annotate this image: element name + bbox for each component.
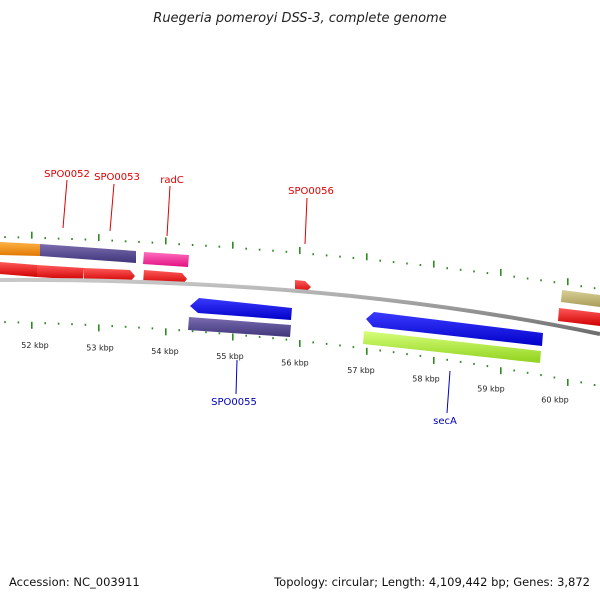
gene-radc-cog[interactable] <box>143 252 189 267</box>
gene-spo0053[interactable] <box>37 265 84 280</box>
leader-spo0055 <box>235 359 238 395</box>
gene-seca-cog[interactable] <box>363 331 541 363</box>
gene-spo0055-cog[interactable] <box>188 317 291 337</box>
leader-spo0052 <box>62 179 68 229</box>
label-spo0053[interactable]: SPO0053 <box>94 172 140 183</box>
leader-spo0053 <box>109 183 115 232</box>
scale-label: 52 kbp <box>21 341 49 350</box>
scale-label: 53 kbp <box>86 343 114 352</box>
scale-labels: 52 kbp 53 kbp 54 kbp 55 kbp 56 kbp 57 kbp 58 k… <box>21 341 569 405</box>
gene-spo0052[interactable] <box>0 262 37 277</box>
inner-tick-track <box>4 321 596 386</box>
outer-tick-track <box>4 231 596 290</box>
gene-spo0052-cog[interactable] <box>0 242 40 256</box>
genome-summary-text: Topology: circular; Length: 4,109,442 bp… <box>273 575 590 589</box>
map-title: Ruegeria pomeroyi DSS-3, complete genome <box>153 11 446 26</box>
label-spo0052[interactable]: SPO0052 <box>44 169 90 180</box>
forward-gene-labels: SPO0052 SPO0053 radC SPO0056 <box>44 169 334 245</box>
reverse-gene-labels: SPO0055 secA <box>211 359 457 427</box>
gene-spo0055[interactable] <box>190 298 292 320</box>
label-spo0055[interactable]: SPO0055 <box>211 397 257 408</box>
label-radc[interactable]: radC <box>160 175 184 186</box>
reverse-features <box>188 298 543 363</box>
scale-label: 54 kbp <box>151 347 179 356</box>
scale-label: 56 kbp <box>281 359 309 368</box>
genome-backbone <box>0 277 600 336</box>
scale-label: 58 kbp <box>412 375 440 384</box>
gene-khaki-right[interactable] <box>561 290 600 307</box>
accession-text: Accession: NC_003911 <box>9 575 140 589</box>
scale-label: 55 kbp <box>216 352 244 361</box>
label-seca[interactable]: secA <box>433 416 457 427</box>
gene-spo0053-cog[interactable] <box>40 244 136 263</box>
gene-red-right[interactable] <box>558 308 600 326</box>
gene-seca[interactable] <box>366 312 543 346</box>
forward-features <box>0 242 600 326</box>
scale-label: 60 kbp <box>541 396 569 405</box>
scale-label: 59 kbp <box>477 385 505 394</box>
leader-spo0056 <box>304 197 308 245</box>
leader-seca <box>446 370 451 414</box>
gene-spo0053b[interactable] <box>84 268 135 282</box>
leader-radc <box>166 185 171 237</box>
scale-label: 57 kbp <box>347 366 375 375</box>
label-spo0056[interactable]: SPO0056 <box>288 186 334 197</box>
